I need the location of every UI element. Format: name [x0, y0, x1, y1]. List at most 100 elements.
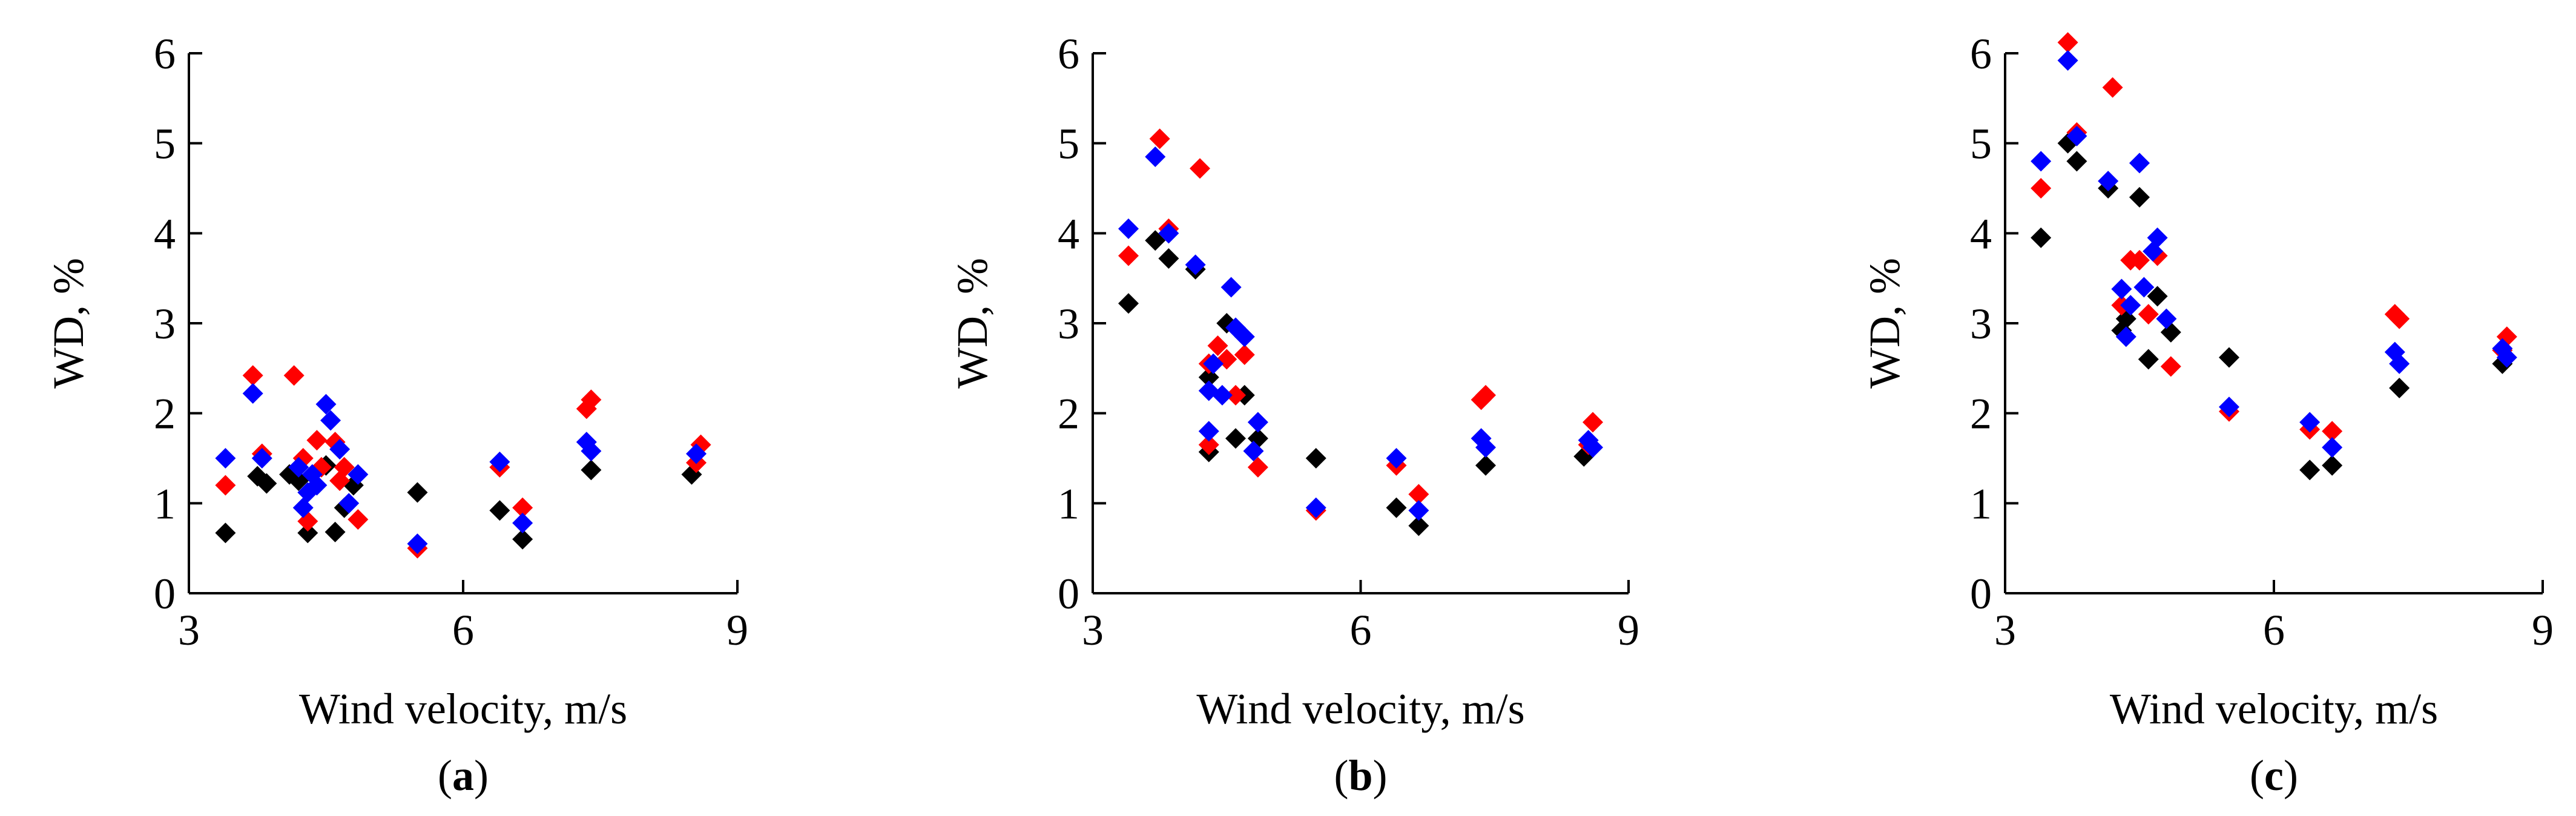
panel-c: 0 1 2 3 4 5 6 3 6 9 Wind velocity, m/s WD, % (c): [1860, 30, 2554, 800]
y-tick-label: 5: [154, 120, 176, 168]
data-point-red: [2322, 421, 2343, 442]
data-point-blue: [1583, 437, 1603, 458]
data-point-black: [2219, 347, 2239, 368]
data-point-blue: [2389, 353, 2410, 374]
data-point-red: [334, 456, 355, 478]
data-point-black: [297, 522, 318, 544]
data-point-red: [512, 497, 533, 518]
data-point-black: [407, 482, 428, 503]
data-point-blue: [320, 410, 341, 431]
data-point-black: [2066, 151, 2087, 172]
data-point-black: [1408, 515, 1429, 536]
panel-letter: b: [1348, 751, 1372, 800]
y-tick-label: 4: [1058, 209, 1079, 258]
data-point-red: [1118, 245, 1139, 266]
data-point-red: [215, 475, 236, 496]
data-point-blue: [315, 393, 337, 415]
y-tick-label: 2: [1058, 390, 1079, 438]
x-tick-label: 6: [452, 606, 474, 654]
data-point-blue: [2133, 277, 2155, 298]
data-point-blue: [686, 443, 707, 464]
data-point-red: [1149, 128, 1170, 150]
data-point-black: [1386, 497, 1407, 518]
data-point-blue: [348, 464, 369, 485]
series-blue: [215, 383, 707, 554]
data-point-red: [1190, 158, 1210, 179]
data-point-blue: [489, 451, 510, 472]
y-axis-title: WD, %: [44, 258, 93, 389]
data-point-red: [2389, 308, 2410, 329]
data-point-black: [256, 473, 277, 494]
data-point-blue: [242, 383, 263, 404]
y-axis-title: WD, %: [948, 258, 996, 389]
series-blue: [2031, 50, 2517, 458]
data-point-red: [1475, 384, 1496, 406]
data-point-blue: [2147, 227, 2168, 248]
data-point-blue: [1220, 277, 1242, 298]
y-tick-label: 6: [1058, 30, 1079, 78]
data-point-blue: [1247, 412, 1268, 433]
data-point-red: [348, 509, 369, 530]
data-point-blue: [338, 493, 360, 514]
data-point-red: [1198, 434, 1219, 455]
y-tick-label: 2: [154, 390, 176, 438]
series-blue: [1118, 146, 1603, 521]
x-tick-label: 6: [2263, 606, 2285, 654]
data-point-black: [2031, 227, 2052, 248]
data-point-blue: [2066, 125, 2087, 146]
y-tick-label: 4: [1970, 209, 1992, 258]
y-tick-label: 6: [1970, 30, 1992, 78]
data-point-blue: [2299, 412, 2321, 433]
y-tick-label: 4: [154, 209, 176, 258]
data-point-blue: [1475, 437, 1496, 458]
y-tick-label: 3: [1970, 300, 1992, 348]
data-point-blue: [1145, 146, 1166, 167]
panel-label: (a): [438, 751, 489, 800]
data-point-blue: [329, 439, 351, 460]
data-point-red: [306, 430, 328, 451]
panel-b: 0 1 2 3 4 5 6 3 6 9 Wind velocity, m/s WD, % (b): [948, 30, 1639, 800]
data-point-black: [1145, 230, 1166, 251]
data-point-black: [489, 500, 510, 521]
y-tick-label: 1: [154, 479, 176, 528]
data-point-blue: [288, 456, 309, 478]
data-point-blue: [1305, 497, 1326, 518]
x-tick-label: 9: [2532, 606, 2554, 654]
y-tick-label: 0: [1058, 570, 1079, 618]
y-tick-label: 3: [154, 300, 176, 348]
data-point-blue: [1243, 441, 1264, 462]
data-point-blue: [292, 497, 314, 518]
data-point-red: [2031, 178, 2052, 199]
data-point-blue: [1408, 500, 1429, 521]
data-point-black: [2389, 378, 2410, 399]
data-point-red: [1247, 456, 1268, 478]
series-black: [215, 455, 702, 550]
data-point-red: [1207, 335, 1228, 357]
data-point-blue: [1234, 326, 1255, 347]
data-point-black: [2138, 349, 2159, 370]
series-red: [215, 365, 711, 559]
data-point-blue: [2120, 295, 2141, 316]
data-point-blue: [1185, 254, 1206, 275]
data-point-blue: [407, 533, 428, 554]
y-axis-title: WD, %: [1860, 258, 1909, 389]
data-point-blue: [2031, 151, 2052, 172]
data-point-blue: [581, 441, 602, 462]
data-point-red: [581, 389, 602, 410]
series-red: [2031, 32, 2517, 442]
y-tick-label: 0: [154, 570, 176, 618]
data-point-blue: [2496, 347, 2517, 368]
y-tick-label: 1: [1970, 479, 1992, 528]
panel-letter: a: [452, 751, 474, 800]
data-point-blue: [1211, 384, 1233, 406]
data-point-black: [1305, 448, 1326, 469]
data-point-red: [2129, 249, 2150, 271]
y-tick-label: 5: [1058, 120, 1079, 168]
data-point-black: [581, 459, 602, 481]
x-tick-label: 3: [178, 606, 200, 654]
data-point-black: [1158, 248, 1179, 269]
data-point-black: [324, 521, 346, 542]
data-point-blue: [1386, 448, 1407, 469]
data-point-red: [283, 365, 305, 386]
